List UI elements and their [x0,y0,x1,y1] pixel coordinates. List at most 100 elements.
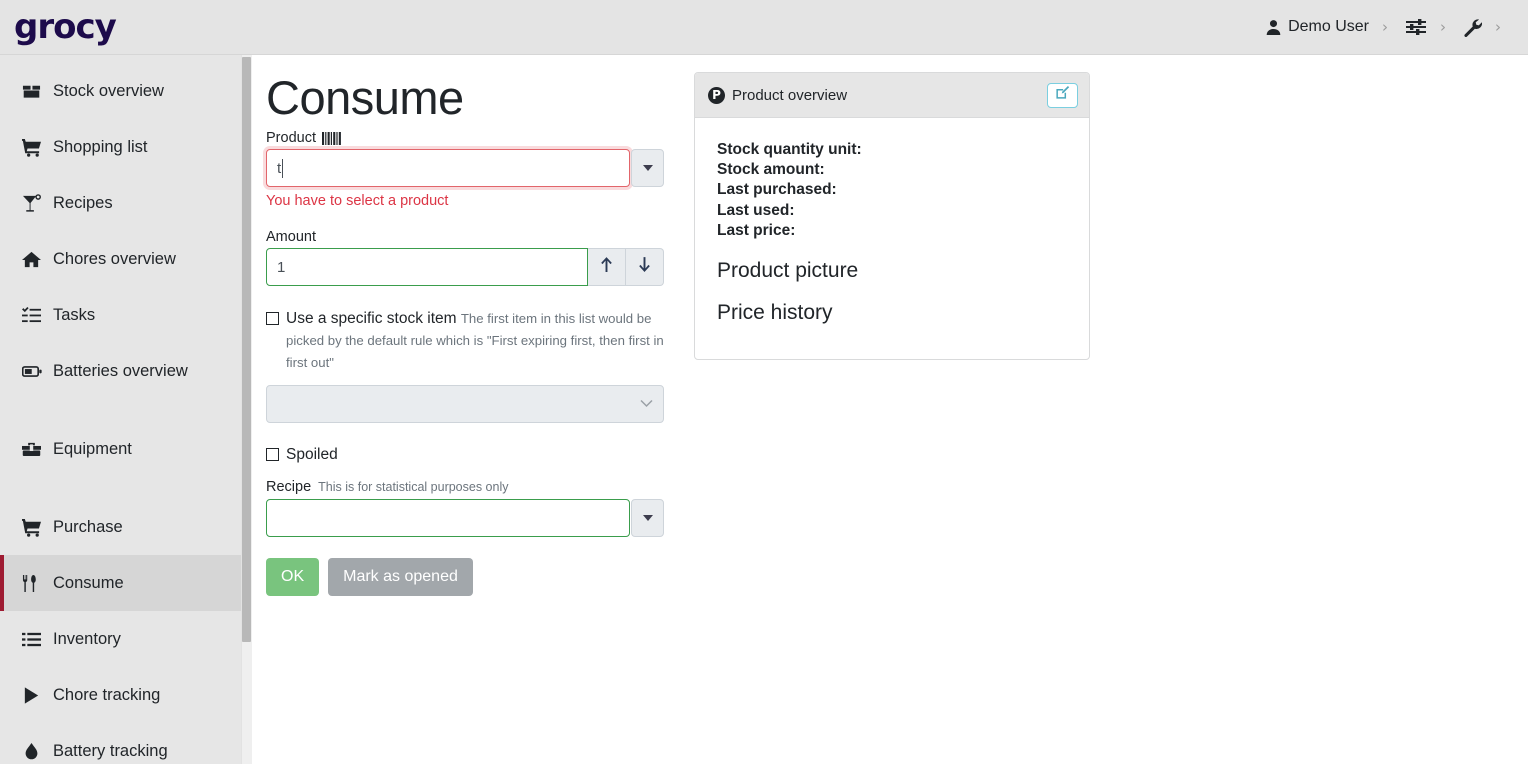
sidebar-item-stock-overview[interactable]: Stock overview [0,63,251,119]
edit-product-button[interactable] [1047,82,1078,108]
sidebar-item-chores-overview[interactable]: Chores overview [0,231,251,287]
recipe-label-row: Recipe This is for statistical purposes … [266,479,664,495]
sidebar-divider-1 [0,399,251,421]
droplet-icon [22,742,46,761]
product-picture-heading: Product picture [717,259,859,283]
amount-input-group: 1 [266,248,664,286]
chevron-right-icon-1: › [1382,18,1388,36]
sidebar-scrollbar-thumb[interactable] [242,57,251,642]
sidebar-item-battery-tracking[interactable]: Battery tracking [0,723,251,764]
app-logo[interactable]: grocy [14,7,117,47]
sidebar-item-batteries-overview[interactable]: Batteries overview [0,343,251,399]
recipe-help: This is for statistical purposes only [318,480,509,494]
barcode-icon[interactable] [321,131,342,145]
spoiled-row: Spoiled [266,444,664,466]
specific-stock-item-text: Use a specific stock item The first item… [286,308,664,374]
topnav-settings[interactable] [1401,0,1431,54]
product-overview-card: P Product overview Stock quantity unit: … [694,72,1090,360]
specific-stock-item-label: Use a specific stock item [286,310,457,327]
topnav-user-label: Demo User [1288,18,1369,35]
sidebar-label-inventory: Inventory [53,629,121,648]
product-input-value: t [277,159,282,177]
sidebar-label-batteries-overview: Batteries overview [53,361,188,380]
amount-label-row: Amount [266,229,664,245]
amount-label: Amount [266,229,316,245]
arrow-down-icon [637,256,652,278]
topnav-tools[interactable] [1459,0,1486,54]
product-label: Product [266,130,316,146]
form-actions: OK Mark as opened [266,558,664,596]
sidebar-label-recipes: Recipes [53,193,113,212]
amount-decrement-button[interactable] [626,248,664,286]
sliders-icon [1405,18,1427,36]
sidebar-item-chore-tracking[interactable]: Chore tracking [0,667,251,723]
arrow-up-icon [599,256,614,278]
sidebar-label-battery-tracking: Battery tracking [53,741,168,760]
product-circle-icon: P [708,86,725,104]
product-overview-body: Stock quantity unit: Stock amount: Last … [695,118,1089,347]
ok-button[interactable]: OK [266,558,320,596]
product-label-row: Product [266,130,664,146]
edit-pencil-icon [1055,85,1070,105]
top-bar-right: Demo User › › › [1261,0,1514,54]
price-history-heading: Price history [717,301,833,325]
top-bar: grocy Demo User › › [0,0,1528,55]
product-error-message: You have to select a product [266,193,449,209]
spoiled-checkbox[interactable] [266,448,279,461]
sidebar-item-inventory[interactable]: Inventory [0,611,251,667]
sidebar-item-equipment[interactable]: Equipment [0,421,251,477]
box-icon [22,82,46,101]
cart-icon [22,138,46,157]
text-cursor [282,158,284,178]
cart-icon [22,518,46,537]
play-icon [22,686,46,705]
sidebar-item-consume[interactable]: Consume [0,555,251,611]
sidebar-item-shopping-list[interactable]: Shopping list [0,119,251,175]
chevron-right-icon-2: › [1440,18,1446,36]
recipe-dropdown-toggle[interactable] [631,499,664,537]
chevron-down-icon [642,165,653,171]
product-input-group: t [266,149,664,187]
main-content: Consume Product t [253,55,1528,764]
amount-increment-button[interactable] [588,248,626,286]
mark-as-opened-button[interactable]: Mark as opened [328,558,473,596]
product-input[interactable]: t [266,149,630,187]
overview-row: Last used: [717,201,795,219]
topnav-user[interactable]: Demo User [1261,0,1373,54]
recipe-input[interactable] [266,499,630,537]
specific-stock-item-checkbox[interactable] [266,312,279,325]
sidebar-label-shopping-list: Shopping list [53,137,148,156]
amount-input[interactable]: 1 [266,248,588,286]
overview-row: Last purchased: [717,181,837,199]
sidebar-nav-list: Stock overview Shopping list Recipes Cho… [0,63,251,764]
specific-stock-item-help: The first item in this list would be pic… [286,311,664,370]
product-dropdown-toggle[interactable] [631,149,664,187]
wrench-icon [1463,18,1482,37]
chevron-right-icon-3: › [1495,18,1501,36]
chevron-down-icon-disabled [640,396,653,412]
tasks-icon [22,306,46,325]
recipe-label: Recipe [266,479,312,495]
sidebar-item-purchase[interactable]: Purchase [0,499,251,555]
consume-form: Product t You have to sel [266,130,664,596]
sidebar-label-chores-overview: Chores overview [53,249,176,268]
toolbox-icon [22,440,46,459]
sidebar-item-tasks[interactable]: Tasks [0,287,251,343]
sidebar-item-recipes[interactable]: Recipes [0,175,251,231]
recipe-input-group [266,499,664,537]
product-overview-title: Product overview [732,86,848,104]
chevron-down-icon [642,515,653,521]
user-icon [1265,19,1282,36]
sidebar-label-stock-overview: Stock overview [53,81,164,100]
utensils-icon [22,574,46,593]
sidebar-label-equipment: Equipment [53,439,132,458]
sidebar-label-consume: Consume [53,573,124,592]
sidebar: Stock overview Shopping list Recipes Cho… [0,55,252,764]
specific-stock-item-row: Use a specific stock item The first item… [266,308,664,374]
overview-row: Last price: [717,221,796,239]
cocktail-icon [22,193,46,213]
sidebar-label-purchase: Purchase [53,517,123,536]
sidebar-label-tasks: Tasks [53,305,96,324]
product-overview-card-header: P Product overview [695,73,1089,118]
sidebar-label-chore-tracking: Chore tracking [53,685,161,704]
